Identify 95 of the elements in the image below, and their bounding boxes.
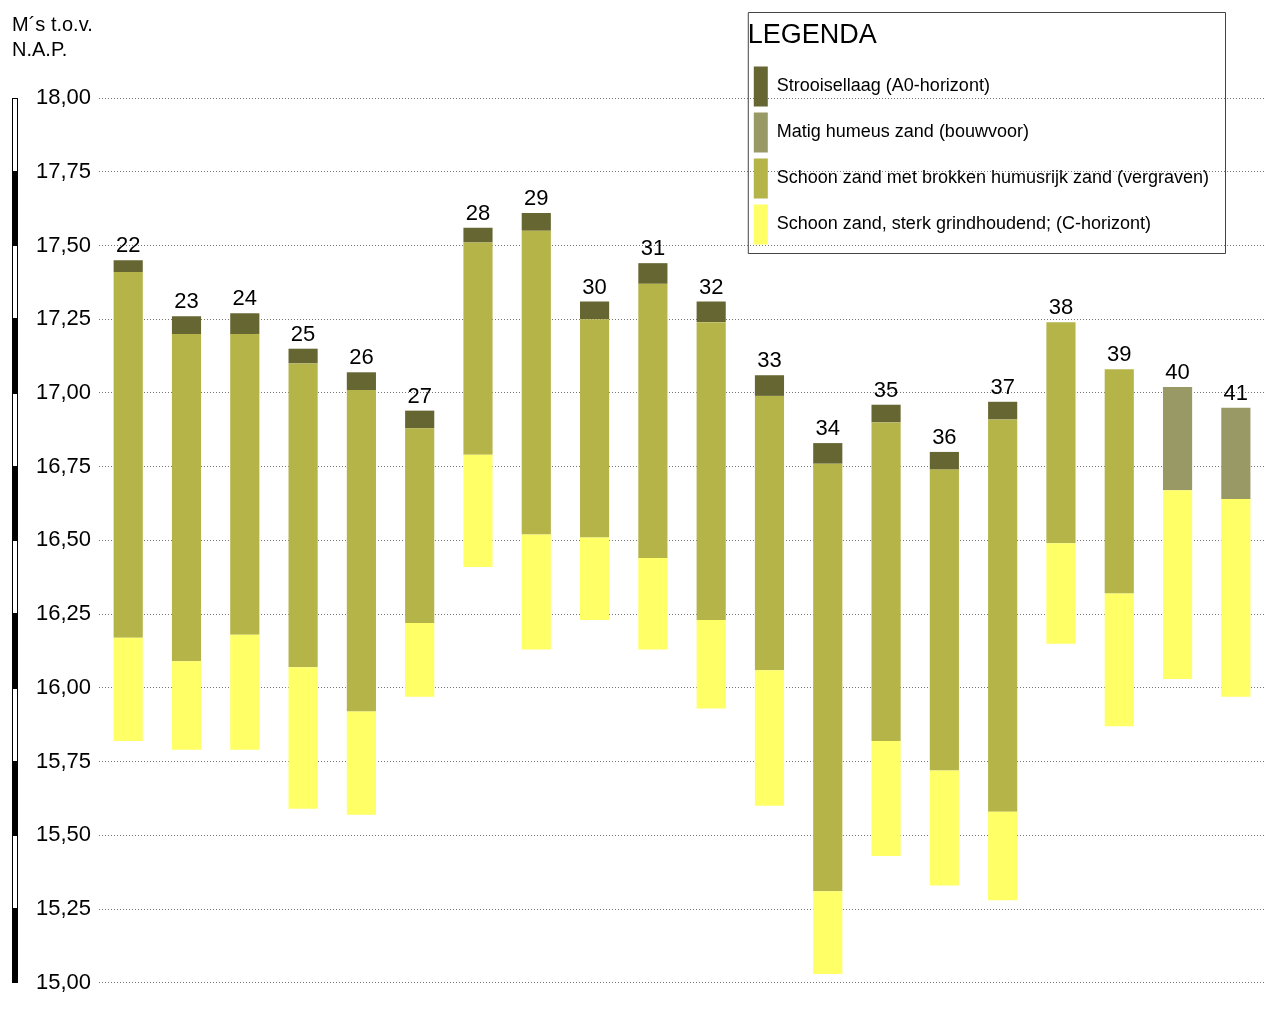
bar bbox=[988, 811, 1018, 901]
x-tick-label: 33 bbox=[757, 347, 782, 373]
bar bbox=[813, 463, 843, 892]
legend-label: Schoon zand met brokken humusrijk zand (vergraven) bbox=[776, 167, 1210, 188]
legend-label: Strooisellaag (A0-horizont) bbox=[776, 75, 990, 96]
x-tick-label: 38 bbox=[1048, 294, 1074, 320]
bar bbox=[871, 422, 901, 741]
bar bbox=[113, 272, 143, 638]
bar bbox=[346, 389, 376, 712]
bar bbox=[230, 313, 260, 334]
bar bbox=[696, 620, 726, 709]
y-tick-label: 16,50 bbox=[35, 526, 92, 552]
bar bbox=[288, 348, 318, 364]
x-tick-label: 26 bbox=[349, 344, 374, 370]
bar bbox=[813, 891, 843, 974]
bar bbox=[113, 637, 143, 741]
legend-label: Matig humeus zand (bouwvoor) bbox=[776, 121, 1029, 142]
x-tick-label: 23 bbox=[174, 288, 199, 314]
bar bbox=[1104, 593, 1134, 727]
bar bbox=[521, 230, 551, 535]
x-tick-label: 34 bbox=[815, 415, 841, 441]
y-tick-label: 15,25 bbox=[35, 895, 92, 921]
x-tick-label: 41 bbox=[1223, 379, 1249, 405]
x-tick-label: 31 bbox=[640, 235, 666, 261]
x-tick-label: 27 bbox=[407, 382, 432, 408]
y-tick-label: 15,75 bbox=[35, 747, 92, 773]
bar bbox=[405, 410, 435, 429]
bar bbox=[1162, 490, 1193, 680]
x-tick-label: 22 bbox=[115, 232, 141, 258]
bar bbox=[638, 263, 668, 284]
x-tick-label: 30 bbox=[582, 273, 607, 299]
bar bbox=[754, 375, 785, 396]
x-tick-label: 35 bbox=[873, 376, 899, 402]
bar bbox=[405, 622, 435, 697]
bar bbox=[1104, 369, 1134, 594]
bar bbox=[405, 428, 435, 623]
bar bbox=[929, 469, 959, 771]
y-tick-label: 18,00 bbox=[35, 84, 92, 110]
x-tick-label: 32 bbox=[698, 273, 724, 299]
bar bbox=[1162, 387, 1193, 491]
bar bbox=[113, 260, 143, 273]
x-tick-label: 29 bbox=[524, 185, 549, 211]
bar bbox=[1221, 499, 1251, 697]
x-tick-label: 37 bbox=[990, 373, 1015, 399]
bar bbox=[696, 322, 726, 621]
bar bbox=[346, 711, 376, 815]
bar bbox=[230, 634, 260, 750]
bar bbox=[580, 319, 610, 538]
bar bbox=[171, 333, 202, 662]
bar bbox=[288, 667, 318, 809]
bar bbox=[754, 395, 785, 671]
x-tick-label: 40 bbox=[1165, 359, 1190, 385]
x-tick-label: 28 bbox=[465, 199, 491, 225]
bar bbox=[871, 740, 901, 856]
bar bbox=[463, 454, 493, 567]
bar bbox=[813, 443, 843, 464]
bar bbox=[346, 372, 376, 390]
bar bbox=[988, 401, 1018, 420]
bar bbox=[929, 770, 959, 886]
y-tick-label: 15,00 bbox=[35, 968, 92, 994]
y-tick-label: 17,75 bbox=[35, 157, 92, 183]
bar bbox=[1046, 543, 1076, 644]
bar bbox=[521, 213, 551, 231]
bar bbox=[929, 451, 959, 470]
bar bbox=[754, 670, 785, 806]
bar bbox=[580, 537, 610, 621]
bar bbox=[1221, 407, 1251, 500]
bar bbox=[696, 301, 726, 323]
bar bbox=[580, 301, 610, 320]
legend-title: LEGENDA bbox=[747, 18, 877, 49]
bar bbox=[230, 333, 260, 635]
bar bbox=[988, 419, 1018, 812]
bar bbox=[171, 661, 202, 750]
y-tick-label: 16,25 bbox=[35, 600, 92, 626]
legend-label: Schoon zand, sterk grindhoudend; (C-horizont) bbox=[776, 213, 1152, 234]
x-tick-label: 36 bbox=[932, 423, 957, 449]
bar bbox=[638, 283, 668, 559]
bar bbox=[871, 404, 901, 423]
y-tick-label: 16,75 bbox=[35, 452, 92, 478]
x-tick-label: 25 bbox=[290, 320, 316, 346]
y-tick-label: 17,25 bbox=[35, 305, 92, 331]
bar bbox=[521, 534, 551, 650]
x-tick-label: 24 bbox=[232, 285, 258, 311]
bar bbox=[1046, 322, 1076, 544]
y-tick-label: 15,50 bbox=[35, 821, 92, 847]
y-tick-label: 17,50 bbox=[35, 231, 92, 257]
bar bbox=[463, 227, 493, 243]
y-axis-title: M´s t.o.v. N.A.P. bbox=[12, 12, 93, 62]
y-tick-label: 17,00 bbox=[35, 379, 92, 404]
bar bbox=[288, 363, 318, 668]
bar bbox=[463, 242, 493, 455]
bar bbox=[638, 558, 668, 650]
x-tick-label: 39 bbox=[1107, 341, 1132, 367]
y-tick-label: 16,00 bbox=[35, 673, 92, 699]
bar bbox=[171, 316, 202, 334]
